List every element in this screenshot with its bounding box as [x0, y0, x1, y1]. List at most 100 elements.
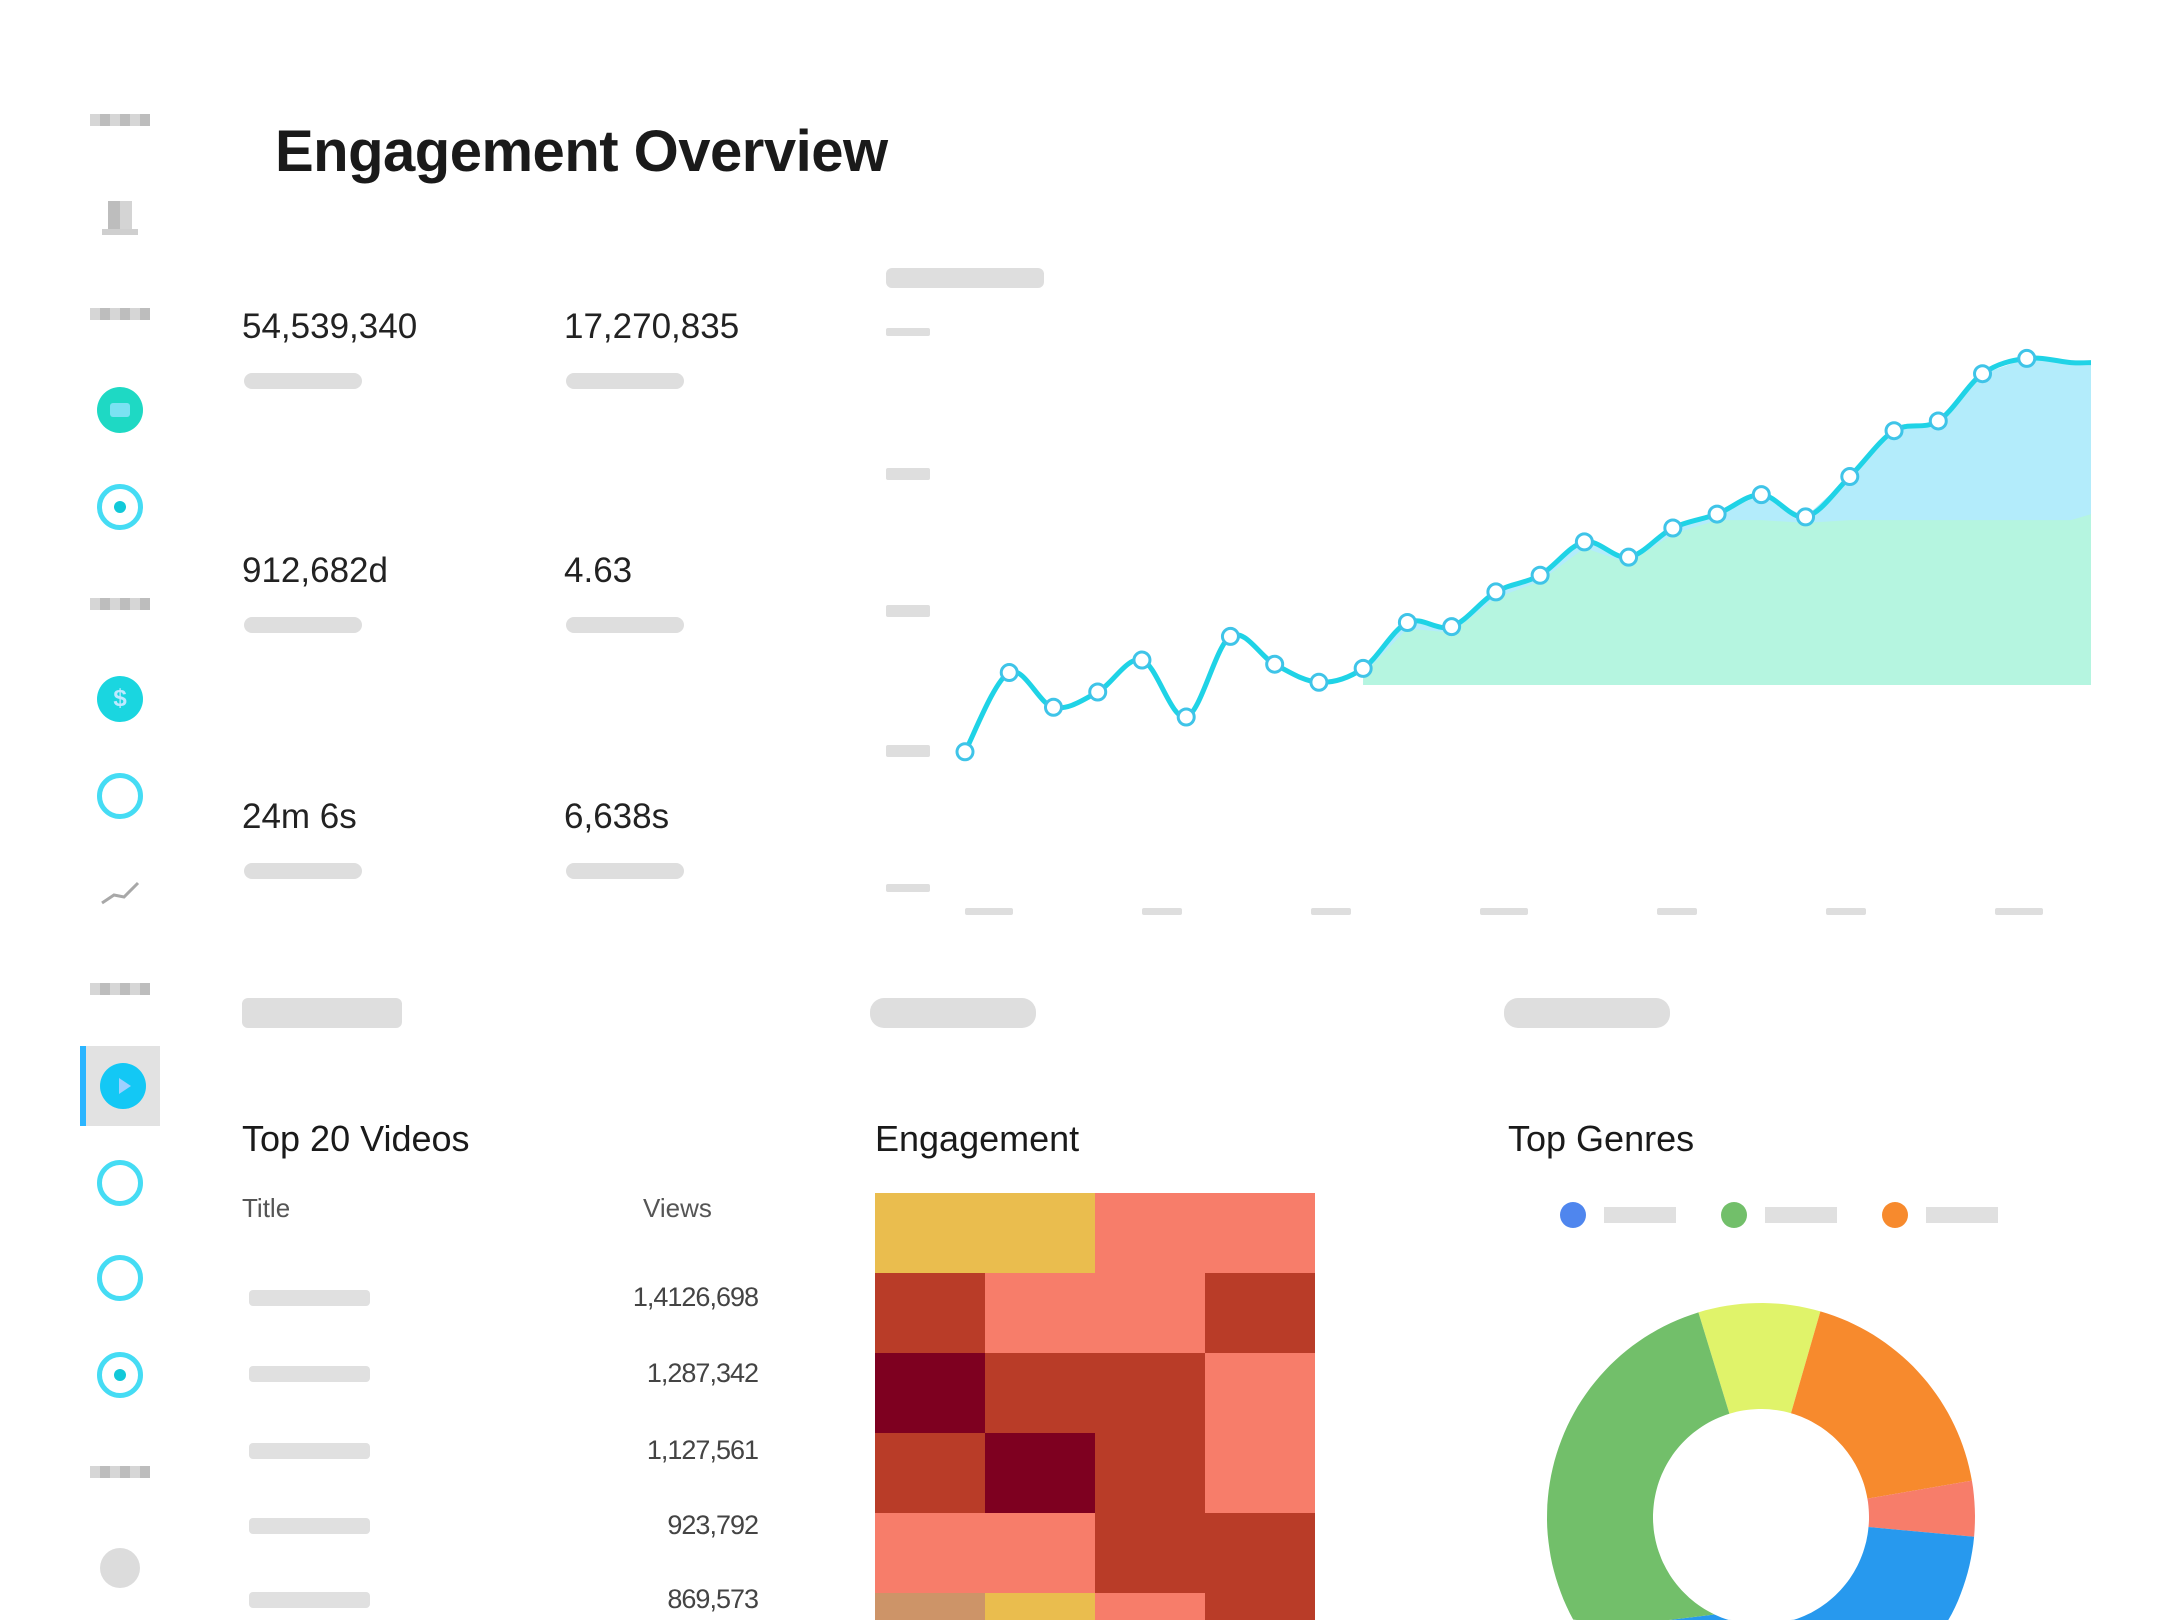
x-tick-label	[1657, 908, 1697, 915]
data-point[interactable]	[1707, 504, 1727, 524]
video-views: 1,127,561	[646, 1435, 759, 1465]
play-icon	[100, 1063, 146, 1109]
data-point[interactable]	[1442, 617, 1462, 637]
x-tick-label	[1142, 908, 1182, 915]
heatmap-cell[interactable]	[1095, 1593, 1205, 1620]
dollar-glyph: $	[113, 685, 127, 712]
donut-slice[interactable]	[1791, 1311, 1972, 1499]
heatmap-cell[interactable]	[1205, 1513, 1315, 1593]
heatmap-cell[interactable]	[985, 1433, 1095, 1513]
trend-icon	[101, 881, 140, 905]
data-point[interactable]	[1132, 650, 1152, 670]
data-point[interactable]	[1751, 485, 1771, 505]
heatmap-cell[interactable]	[1095, 1273, 1205, 1353]
donut-slice[interactable]	[1867, 1480, 1975, 1537]
heatmap-cell[interactable]	[875, 1193, 985, 1273]
column-header-views[interactable]: Views	[643, 1193, 712, 1223]
y-tick-label	[886, 605, 930, 617]
sidebar-item-videos[interactable]	[80, 1046, 160, 1126]
data-point[interactable]	[1353, 658, 1373, 678]
heatmap-cell[interactable]	[985, 1353, 1095, 1433]
circle-icon	[97, 1160, 143, 1206]
kpi-value: 54,539,340	[242, 307, 418, 346]
donut-slice[interactable]	[1668, 1527, 1975, 1620]
data-point[interactable]	[1220, 626, 1240, 646]
data-point[interactable]	[955, 742, 975, 762]
heatmap-cell[interactable]	[1095, 1353, 1205, 1433]
kpi-label	[566, 373, 684, 389]
data-point[interactable]	[999, 663, 1019, 683]
top-videos-title: Top 20 Videos	[242, 1118, 470, 1159]
target-icon	[97, 484, 143, 530]
data-point[interactable]	[1176, 707, 1196, 727]
engagement-heatmap	[875, 1193, 1315, 1620]
sidebar-item-target-2[interactable]	[80, 1335, 160, 1415]
data-point[interactable]	[1619, 547, 1639, 567]
heatmap-cell[interactable]	[1095, 1513, 1205, 1593]
heatmap-cell[interactable]	[875, 1513, 985, 1593]
engagement-title: Engagement	[875, 1118, 1080, 1159]
data-point[interactable]	[1530, 565, 1550, 585]
data-point[interactable]	[1973, 364, 1993, 384]
heatmap-cell[interactable]	[985, 1273, 1095, 1353]
video-views: 923,792	[667, 1510, 759, 1540]
sidebar-item-revenue[interactable]: $	[80, 659, 160, 739]
x-tick-label	[1995, 908, 2043, 915]
data-point[interactable]	[1043, 697, 1063, 717]
sidebar-item-apps[interactable]	[80, 370, 160, 450]
heatmap-cell[interactable]	[1205, 1593, 1315, 1620]
heatmap-cell[interactable]	[1205, 1193, 1315, 1273]
heatmap-cell[interactable]	[875, 1433, 985, 1513]
sidebar-item-trends[interactable]	[80, 852, 160, 932]
x-tick-label	[1311, 908, 1351, 915]
data-point[interactable]	[1928, 411, 1948, 431]
kpi-value: 17,270,835	[564, 307, 740, 346]
circle-icon	[97, 773, 143, 819]
donut-slice[interactable]	[1547, 1312, 1730, 1620]
sidebar-item-circle[interactable]	[80, 756, 160, 836]
data-point[interactable]	[1840, 467, 1860, 487]
avatar-icon	[100, 1548, 140, 1588]
data-point[interactable]	[1884, 421, 1904, 441]
video-title	[249, 1366, 370, 1382]
heatmap-cell[interactable]	[985, 1193, 1095, 1273]
heatmap-cell[interactable]	[985, 1593, 1095, 1620]
genres-donut-chart	[1547, 1303, 1975, 1620]
legend-swatch	[1721, 1202, 1747, 1228]
heatmap-cell[interactable]	[985, 1513, 1095, 1593]
line-chart-title	[886, 268, 1044, 288]
column-header-title[interactable]: Title	[242, 1193, 291, 1223]
donut-slice[interactable]	[1698, 1303, 1821, 1414]
data-point[interactable]	[1088, 682, 1108, 702]
legend-swatch	[1560, 1202, 1586, 1228]
video-title	[249, 1592, 370, 1608]
kpi-label	[566, 863, 684, 879]
y-tick-label	[886, 328, 930, 336]
heatmap-cell[interactable]	[1205, 1353, 1315, 1433]
sidebar-item-account[interactable]	[80, 1528, 160, 1608]
video-views: 869,573	[667, 1584, 759, 1614]
sidebar-item-circle-3[interactable]	[80, 1238, 160, 1318]
data-point[interactable]	[1486, 582, 1506, 602]
data-point[interactable]	[1397, 613, 1417, 633]
data-point[interactable]	[1663, 518, 1683, 538]
target-icon	[97, 1352, 143, 1398]
heatmap-cell[interactable]	[1095, 1193, 1205, 1273]
data-point[interactable]	[1574, 532, 1594, 552]
heatmap-cell[interactable]	[875, 1593, 985, 1620]
sidebar-item-profile[interactable]	[80, 177, 160, 257]
heatmap-cell[interactable]	[1095, 1433, 1205, 1513]
data-point[interactable]	[2017, 348, 2037, 368]
data-point[interactable]	[1309, 672, 1329, 692]
x-tick-label	[1826, 908, 1866, 915]
legend-label	[1604, 1207, 1676, 1223]
heatmap-cell[interactable]	[875, 1273, 985, 1353]
heatmap-cell[interactable]	[1205, 1433, 1315, 1513]
sidebar-item-circle-2[interactable]	[80, 1143, 160, 1223]
heatmap-cell[interactable]	[875, 1353, 985, 1433]
data-point[interactable]	[1796, 507, 1816, 527]
heatmap-cell[interactable]	[1205, 1273, 1315, 1353]
dollar-icon: $	[97, 676, 143, 722]
data-point[interactable]	[1265, 654, 1285, 674]
sidebar-item-target[interactable]	[80, 467, 160, 547]
